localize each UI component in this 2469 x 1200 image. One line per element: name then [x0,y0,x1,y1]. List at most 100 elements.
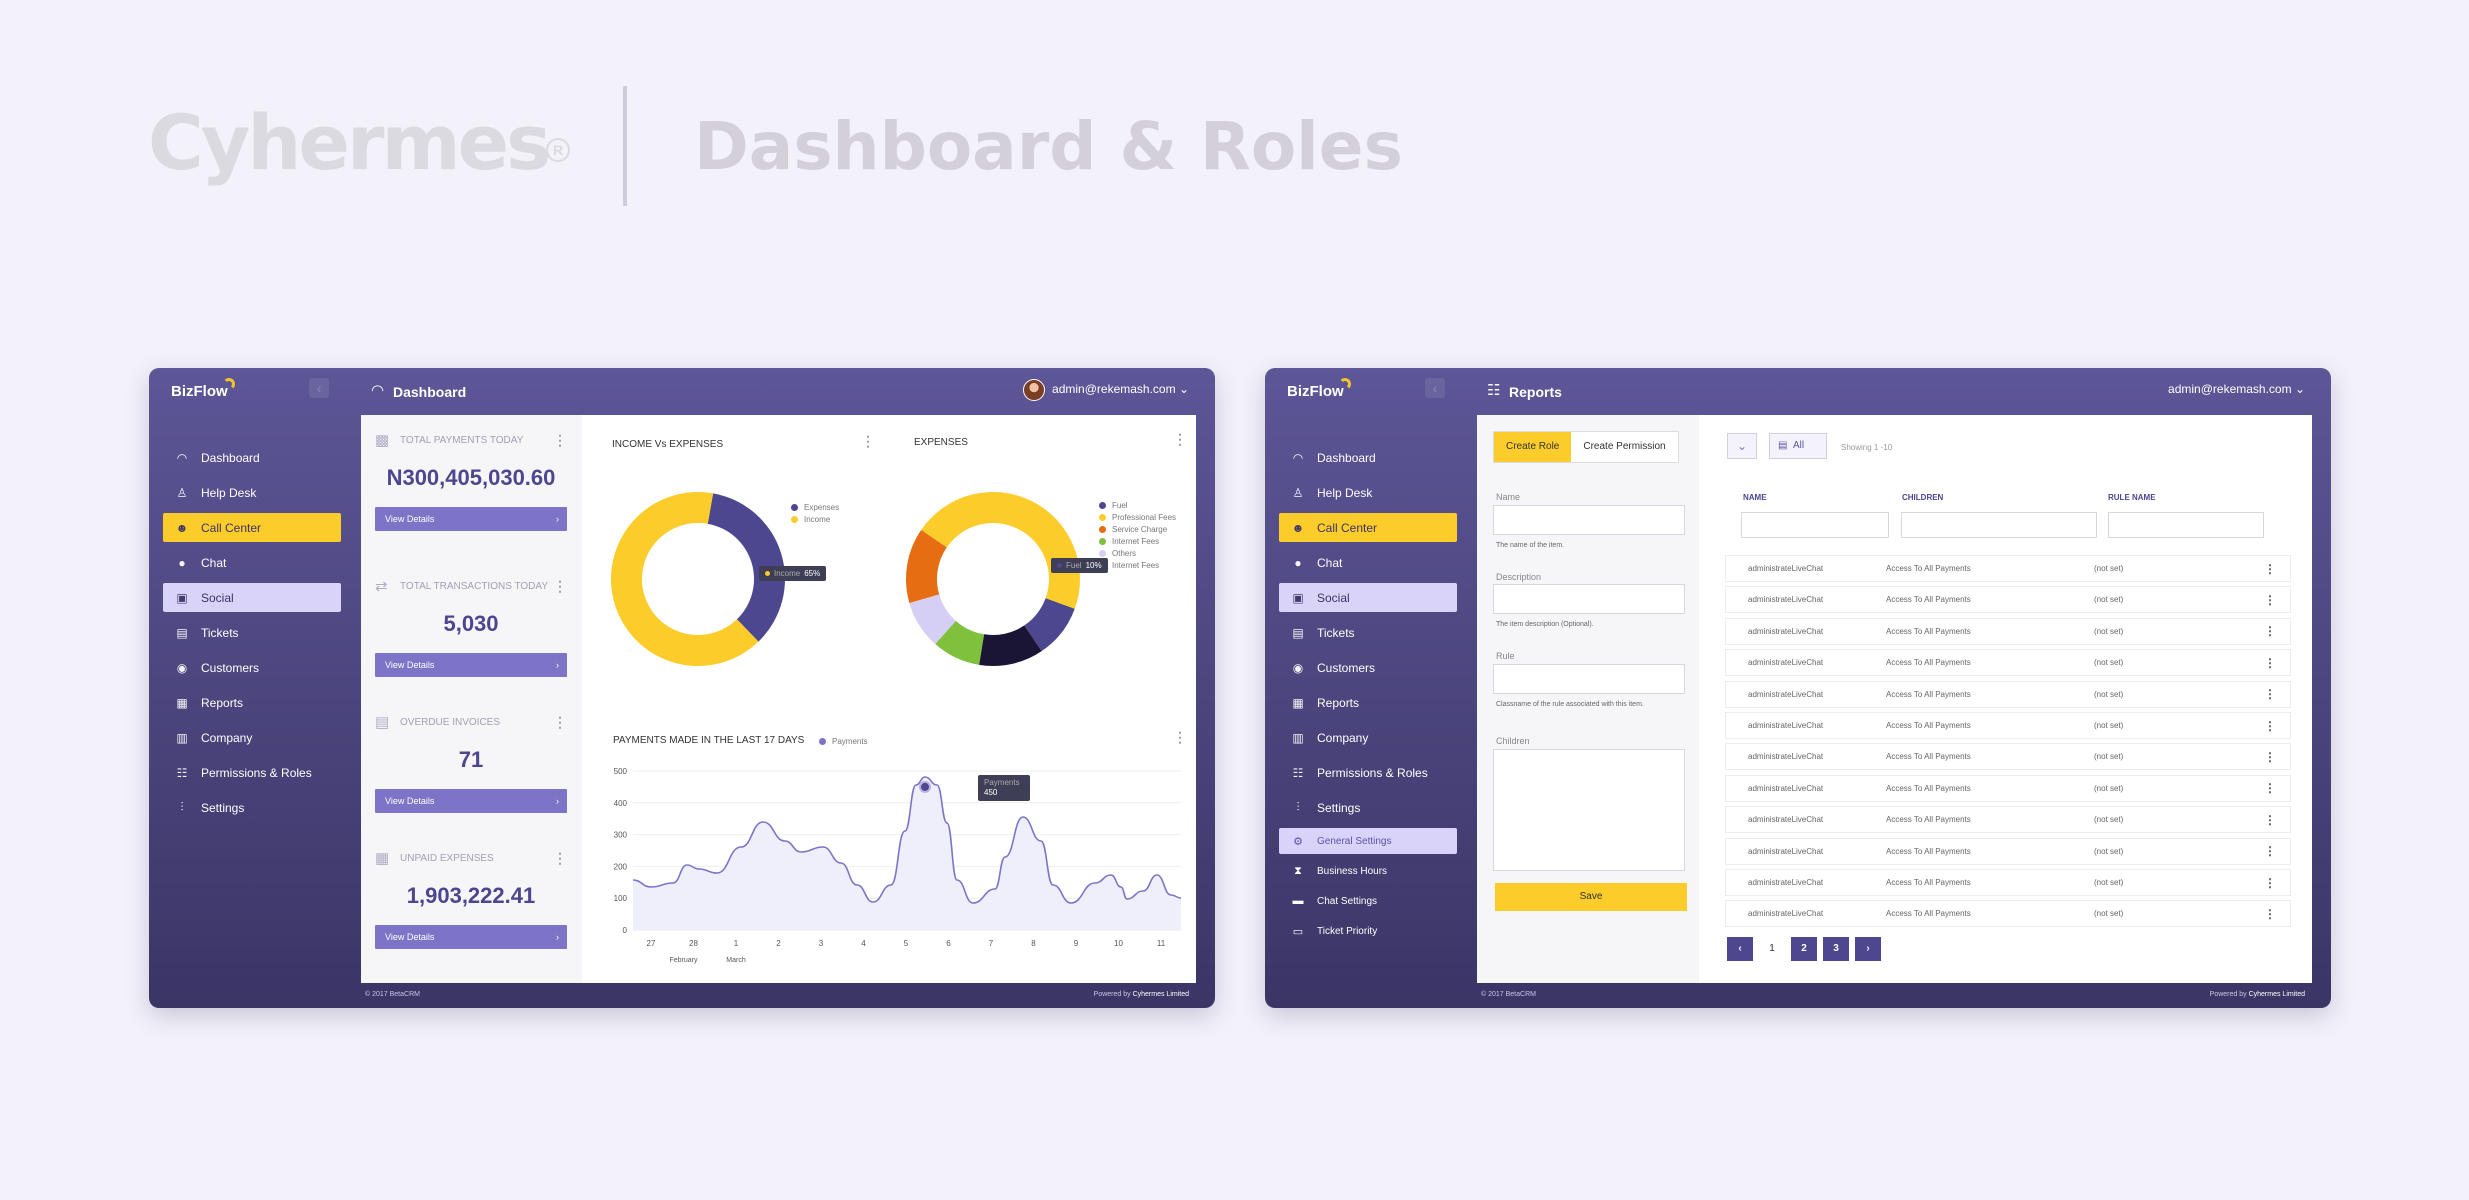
sidebar-item-call-center[interactable]: ☻ Call Center [163,513,341,542]
table-row[interactable]: administrateLiveChat Access To All Paymen… [1725,837,2291,865]
table-row[interactable]: administrateLiveChat Access To All Paymen… [1725,774,2291,802]
table-row[interactable]: administrateLiveChat Access To All Paymen… [1725,712,2291,739]
sidebar-item-tickets[interactable]: ▤ Tickets [163,618,341,647]
rule-field[interactable] [1493,664,1685,694]
table-row[interactable]: administrateLiveChat Access To All Paymen… [1725,649,2291,677]
sidebar-item-call-center[interactable]: ☻ Call Center [1279,513,1457,542]
column-header-name[interactable]: NAME [1743,493,1767,502]
sidebar-subitem-business-hours[interactable]: ⧗ Business Hours [1279,858,1457,884]
collapse-sidebar-button[interactable]: ‹ [1425,378,1445,398]
sidebar-item-reports[interactable]: ▦ Reports [163,688,341,717]
sidebar-item-dashboard[interactable]: ◠ Dashboard [163,443,341,472]
more-options-icon[interactable]: ⋮ [2264,624,2276,639]
view-details-button[interactable]: View Details › [375,507,567,531]
view-details-button[interactable]: View Details › [375,789,567,813]
more-options-icon[interactable]: ⋮ [1173,729,1187,745]
more-options-icon[interactable]: ⋮ [2264,844,2276,859]
sidebar-item-permissions[interactable]: ☷ Permissions & Roles [1279,758,1457,787]
more-options-icon[interactable]: ⋮ [2264,718,2276,733]
sidebar-item-settings[interactable]: ⫶ Settings [1279,793,1457,822]
table-row[interactable]: administrateLiveChat Access To All Paymen… [1725,806,2291,834]
tab-create-permission[interactable]: Create Permission [1583,441,1666,452]
table-row[interactable]: administrateLiveChat Access To All Paymen… [1725,743,2291,771]
sidebar-item-settings[interactable]: ⫶ Settings [163,793,341,822]
donut-slice[interactable] [1024,598,1075,652]
sidebar-item-chat[interactable]: ● Chat [1279,548,1457,577]
more-options-icon[interactable]: ⋮ [553,713,567,730]
sidebar-item-help-desk[interactable]: ♙ Help Desk [163,478,341,507]
sidebar-item-chat[interactable]: ● Chat [163,548,341,577]
sidebar-item-customers[interactable]: ◉ Customers [1279,653,1457,682]
more-options-icon[interactable]: ⋮ [861,433,875,449]
column-header-children[interactable]: CHILDREN [1902,493,1944,502]
table-row[interactable]: administrateLiveChat Access To All Paymen… [1725,900,2291,928]
more-options-icon[interactable]: ⋮ [2264,655,2276,670]
donut-slice[interactable] [707,493,785,642]
more-options-icon[interactable]: ⋮ [553,577,567,594]
sidebar-subitem-ticket-priority[interactable]: ▭ Ticket Priority [1279,918,1457,944]
column-header-rule[interactable]: RULE NAME [2108,493,2156,502]
rule-filter-input[interactable] [2108,512,2264,538]
more-options-icon[interactable]: ⋮ [2264,687,2276,702]
more-options-icon[interactable]: ⋮ [2264,749,2276,764]
bulk-action-dropdown[interactable]: ⌄ [1727,433,1757,459]
prev-page-button[interactable]: ‹ [1727,937,1753,961]
table-row[interactable]: administrateLiveChat Access To All Paymen… [1725,680,2291,708]
page-button[interactable]: 2 [1791,937,1817,961]
tab-create-role[interactable]: Create Role [1494,432,1572,462]
user-menu[interactable]: admin@rekemash.com ⌄ [1052,382,1189,396]
table-row[interactable]: administrateLiveChat Access To All Paymen… [1725,586,2291,614]
more-options-icon[interactable]: ⋮ [2264,906,2276,921]
sidebar-subitem-general-settings[interactable]: ⚙ General Settings [1279,828,1457,854]
page-button[interactable]: 3 [1823,937,1849,961]
more-options-icon[interactable]: ⋮ [2264,875,2276,890]
description-field[interactable] [1493,584,1685,614]
app-logo[interactable]: BizFlow [171,378,235,400]
sidebar-item-permissions[interactable]: ☷ Permissions & Roles [163,758,341,787]
sidebar-item-social[interactable]: ▣ Social [1279,583,1457,612]
sidebar-item-help-desk[interactable]: ♙ Help Desk [1279,478,1457,507]
sidebar-item-social[interactable]: ▣ Social [163,583,341,612]
more-options-icon[interactable]: ⋮ [2264,561,2276,576]
name-filter-input[interactable] [1741,512,1889,538]
view-details-button[interactable]: View Details › [375,653,567,677]
filter-all-button[interactable]: ▤ All [1769,433,1827,459]
sidebar-subitem-chat-settings[interactable]: ▬ Chat Settings [1279,888,1457,914]
sidebar-item-company[interactable]: ▥ Company [1279,723,1457,752]
sidebar-item-company[interactable]: ▥ Company [163,723,341,752]
donut-slice[interactable] [909,594,956,645]
sidebar-item-tickets[interactable]: ▤ Tickets [1279,618,1457,647]
sidebar-item-customers[interactable]: ◉ Customers [163,653,341,682]
view-details-button[interactable]: View Details › [375,925,567,949]
app-logo[interactable]: BizFlow [1287,378,1351,400]
payments-point[interactable] [919,780,931,793]
user-menu[interactable]: admin@rekemash.com ⌄ [2168,382,2305,396]
sidebar-nav: ◠ Dashboard ♙ Help Desk ☻ Call Center ● Chat… [163,443,341,828]
more-options-icon[interactable]: ⋮ [2264,592,2276,607]
support-agent-icon: ♙ [176,485,188,500]
name-field[interactable] [1493,505,1685,535]
more-options-icon[interactable]: ⋮ [553,431,567,448]
children-field[interactable] [1493,749,1685,871]
sidebar-item-reports[interactable]: ▦ Reports [1279,688,1457,717]
donut-slice[interactable] [935,620,985,665]
legend-item: Internet Fees [1099,559,1176,571]
more-options-icon[interactable]: ⋮ [553,849,567,866]
donut-slice[interactable] [979,625,1042,666]
avatar[interactable] [1023,379,1045,401]
save-button[interactable]: Save [1495,883,1687,911]
page-button[interactable]: 1 [1759,937,1785,961]
table-row[interactable]: administrateLiveChat Access To All Paymen… [1725,555,2291,582]
table-row[interactable]: administrateLiveChat Access To All Paymen… [1725,869,2291,896]
collapse-sidebar-button[interactable]: ‹ [309,378,329,398]
children-filter-input[interactable] [1901,512,2097,538]
donut-slice[interactable] [611,492,759,666]
more-options-icon[interactable]: ⋮ [1173,431,1187,447]
more-options-icon[interactable]: ⋮ [2264,781,2276,796]
sidebar-item-dashboard[interactable]: ◠ Dashboard [1279,443,1457,472]
donut-slice[interactable] [906,529,947,603]
donut-slice[interactable] [921,492,1080,609]
next-page-button[interactable]: › [1855,937,1881,961]
more-options-icon[interactable]: ⋮ [2264,812,2276,827]
table-row[interactable]: administrateLiveChat Access To All Paymen… [1725,617,2291,645]
